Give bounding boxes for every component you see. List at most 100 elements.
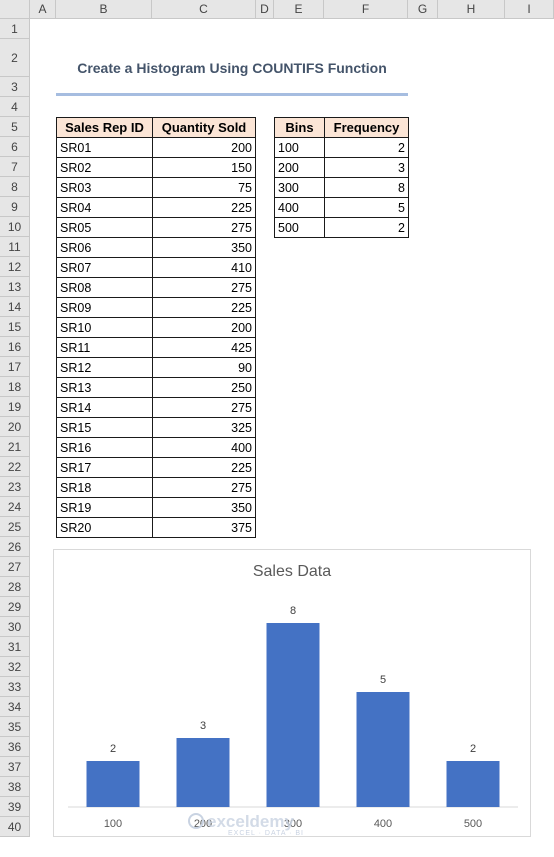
sales-header-0[interactable]: Sales Rep ID xyxy=(56,117,153,138)
row-header-19[interactable]: 19 xyxy=(0,397,30,417)
sales-cell[interactable]: SR18 xyxy=(56,477,153,498)
column-header-i[interactable]: I xyxy=(505,0,554,19)
bins-header-1[interactable]: Frequency xyxy=(324,117,409,138)
sales-cell[interactable]: 200 xyxy=(152,317,256,338)
row-header-22[interactable]: 22 xyxy=(0,457,30,477)
sales-cell[interactable]: SR04 xyxy=(56,197,153,218)
row-header-27[interactable]: 27 xyxy=(0,557,30,577)
row-header-6[interactable]: 6 xyxy=(0,137,30,157)
column-header-d[interactable]: D xyxy=(256,0,274,19)
sales-cell[interactable]: 275 xyxy=(152,277,256,298)
row-header-40[interactable]: 40 xyxy=(0,817,30,837)
row-header-39[interactable]: 39 xyxy=(0,797,30,817)
bins-cell[interactable]: 5 xyxy=(324,197,409,218)
row-header-38[interactable]: 38 xyxy=(0,777,30,797)
row-header-29[interactable]: 29 xyxy=(0,597,30,617)
bins-cell[interactable]: 500 xyxy=(274,217,325,238)
bins-cell[interactable]: 100 xyxy=(274,137,325,158)
sales-cell[interactable]: 350 xyxy=(152,497,256,518)
sales-cell[interactable]: 410 xyxy=(152,257,256,278)
sales-cell[interactable]: 325 xyxy=(152,417,256,438)
sales-cell[interactable]: SR13 xyxy=(56,377,153,398)
sales-cell[interactable]: SR09 xyxy=(56,297,153,318)
sales-cell[interactable]: 150 xyxy=(152,157,256,178)
row-header-37[interactable]: 37 xyxy=(0,757,30,777)
row-header-33[interactable]: 33 xyxy=(0,677,30,697)
sales-cell[interactable]: 200 xyxy=(152,137,256,158)
row-header-16[interactable]: 16 xyxy=(0,337,30,357)
row-header-34[interactable]: 34 xyxy=(0,697,30,717)
chart-bar-200[interactable] xyxy=(176,738,230,807)
sales-cell[interactable]: SR19 xyxy=(56,497,153,518)
column-header-b[interactable]: B xyxy=(56,0,152,19)
sales-cell[interactable]: SR14 xyxy=(56,397,153,418)
row-header-23[interactable]: 23 xyxy=(0,477,30,497)
row-header-35[interactable]: 35 xyxy=(0,717,30,737)
sales-cell[interactable]: SR01 xyxy=(56,137,153,158)
select-all-corner[interactable] xyxy=(0,0,30,19)
row-header-17[interactable]: 17 xyxy=(0,357,30,377)
sales-cell[interactable]: SR17 xyxy=(56,457,153,478)
row-header-28[interactable]: 28 xyxy=(0,577,30,597)
sales-cell[interactable]: 225 xyxy=(152,197,256,218)
sales-cell[interactable]: SR15 xyxy=(56,417,153,438)
sales-cell[interactable]: SR02 xyxy=(56,157,153,178)
chart-bar-100[interactable] xyxy=(86,761,140,807)
row-header-24[interactable]: 24 xyxy=(0,497,30,517)
sales-cell[interactable]: 90 xyxy=(152,357,256,378)
row-header-1[interactable]: 1 xyxy=(0,19,30,39)
row-header-10[interactable]: 10 xyxy=(0,217,30,237)
row-header-3[interactable]: 3 xyxy=(0,77,30,97)
sales-cell[interactable]: SR16 xyxy=(56,437,153,458)
sales-cell[interactable]: 225 xyxy=(152,457,256,478)
sales-cell[interactable]: 425 xyxy=(152,337,256,358)
chart-bar-500[interactable] xyxy=(446,761,500,807)
column-header-e[interactable]: E xyxy=(274,0,324,19)
row-header-13[interactable]: 13 xyxy=(0,277,30,297)
sales-cell[interactable]: 75 xyxy=(152,177,256,198)
row-header-20[interactable]: 20 xyxy=(0,417,30,437)
bins-header-0[interactable]: Bins xyxy=(274,117,325,138)
row-header-4[interactable]: 4 xyxy=(0,97,30,117)
sales-cell[interactable]: 225 xyxy=(152,297,256,318)
chart-bar-300[interactable] xyxy=(266,623,320,807)
chart-bar-400[interactable] xyxy=(356,692,410,807)
row-header-21[interactable]: 21 xyxy=(0,437,30,457)
bins-cell[interactable]: 3 xyxy=(324,157,409,178)
column-header-c[interactable]: C xyxy=(152,0,256,19)
row-header-25[interactable]: 25 xyxy=(0,517,30,537)
row-header-5[interactable]: 5 xyxy=(0,117,30,137)
column-header-f[interactable]: F xyxy=(324,0,408,19)
sales-cell[interactable]: SR20 xyxy=(56,517,153,538)
bins-cell[interactable]: 200 xyxy=(274,157,325,178)
column-header-g[interactable]: G xyxy=(408,0,438,19)
row-header-15[interactable]: 15 xyxy=(0,317,30,337)
histogram-chart[interactable]: Sales Data 2 100 3 200 8 300 5 400 2 500 xyxy=(53,549,531,837)
bins-cell[interactable]: 400 xyxy=(274,197,325,218)
row-header-18[interactable]: 18 xyxy=(0,377,30,397)
row-header-26[interactable]: 26 xyxy=(0,537,30,557)
sales-cell[interactable]: SR10 xyxy=(56,317,153,338)
row-header-9[interactable]: 9 xyxy=(0,197,30,217)
sales-cell[interactable]: 275 xyxy=(152,477,256,498)
row-header-7[interactable]: 7 xyxy=(0,157,30,177)
sales-cell[interactable]: 250 xyxy=(152,377,256,398)
sales-cell[interactable]: SR05 xyxy=(56,217,153,238)
sales-cell[interactable]: SR06 xyxy=(56,237,153,258)
row-header-32[interactable]: 32 xyxy=(0,657,30,677)
row-header-2[interactable]: 2 xyxy=(0,39,30,77)
row-header-31[interactable]: 31 xyxy=(0,637,30,657)
row-header-30[interactable]: 30 xyxy=(0,617,30,637)
sales-cell[interactable]: 275 xyxy=(152,217,256,238)
column-header-a[interactable]: A xyxy=(30,0,56,19)
sales-cell[interactable]: 275 xyxy=(152,397,256,418)
row-header-8[interactable]: 8 xyxy=(0,177,30,197)
bins-cell[interactable]: 2 xyxy=(324,137,409,158)
row-header-12[interactable]: 12 xyxy=(0,257,30,277)
sales-cell[interactable]: SR08 xyxy=(56,277,153,298)
sales-cell[interactable]: SR12 xyxy=(56,357,153,378)
sales-cell[interactable]: 350 xyxy=(152,237,256,258)
sales-cell[interactable]: SR11 xyxy=(56,337,153,358)
row-header-36[interactable]: 36 xyxy=(0,737,30,757)
sheet-title[interactable]: Create a Histogram Using COUNTIFS Functi… xyxy=(77,60,387,76)
